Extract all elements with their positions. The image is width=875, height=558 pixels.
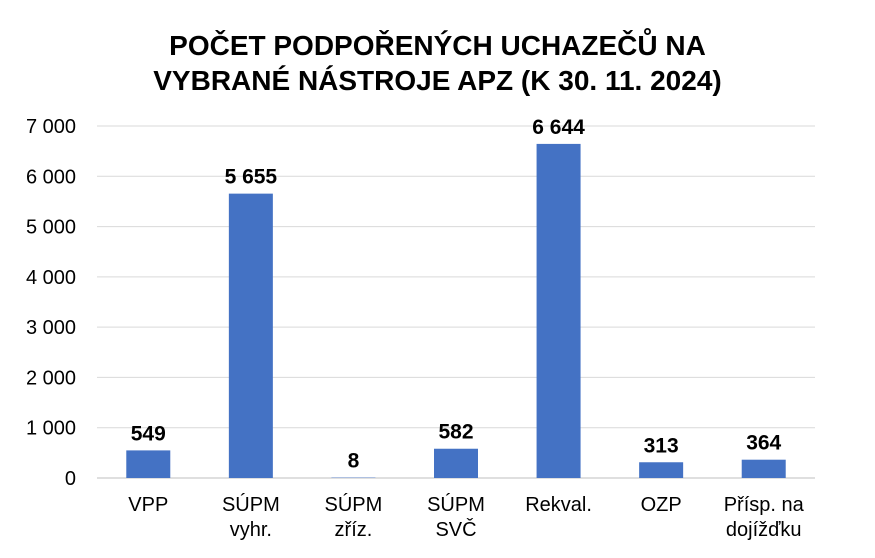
data-label: 8: [348, 450, 360, 473]
bar: [434, 448, 478, 478]
x-tick-label: SÚPM: [427, 493, 485, 516]
data-label: 364: [746, 432, 781, 455]
bar: [639, 462, 684, 478]
y-tick-label: 3 000: [26, 317, 76, 339]
y-tick-label: 1 000: [26, 418, 76, 440]
y-tick-label: 0: [65, 468, 76, 490]
chart-title-line-2: VYBRANÉ NÁSTROJE APZ (K 30. 11. 2024): [153, 65, 722, 96]
bar: [536, 143, 581, 478]
data-label: 5 655: [225, 166, 278, 189]
x-tick-label: SÚPM: [222, 493, 280, 516]
x-tick-label: OZP: [641, 494, 682, 516]
x-tick-label: Rekval.: [525, 494, 592, 516]
x-tick-label: SÚPM: [325, 493, 383, 516]
data-label: 582: [438, 421, 473, 444]
x-tick-label: VPP: [128, 494, 168, 516]
x-tick-label: Přísp. na: [724, 494, 805, 516]
x-tick-label: dojížďku: [726, 519, 802, 541]
bar: [126, 450, 171, 478]
x-tick-label: SVČ: [435, 518, 476, 541]
y-tick-label: 5 000: [26, 217, 76, 239]
bar: [741, 459, 786, 478]
y-tick-label: 6 000: [26, 166, 76, 188]
chart-title: POČET PODPOŘENÝCH UCHAZEČŮ NA VYBRANÉ NÁ…: [0, 28, 875, 98]
y-tick-label: 2 000: [26, 367, 76, 389]
y-tick-label: 7 000: [26, 116, 76, 138]
data-label: 313: [644, 434, 679, 457]
data-label: 549: [131, 422, 166, 445]
chart-title-line-1: POČET PODPOŘENÝCH UCHAZEČŮ NA: [169, 30, 706, 61]
x-tick-label: vyhr.: [230, 519, 272, 541]
x-tick-label: zříz.: [335, 519, 373, 541]
data-label: 6 644: [532, 116, 585, 139]
y-tick-label: 4 000: [26, 267, 76, 289]
bar: [228, 193, 273, 479]
